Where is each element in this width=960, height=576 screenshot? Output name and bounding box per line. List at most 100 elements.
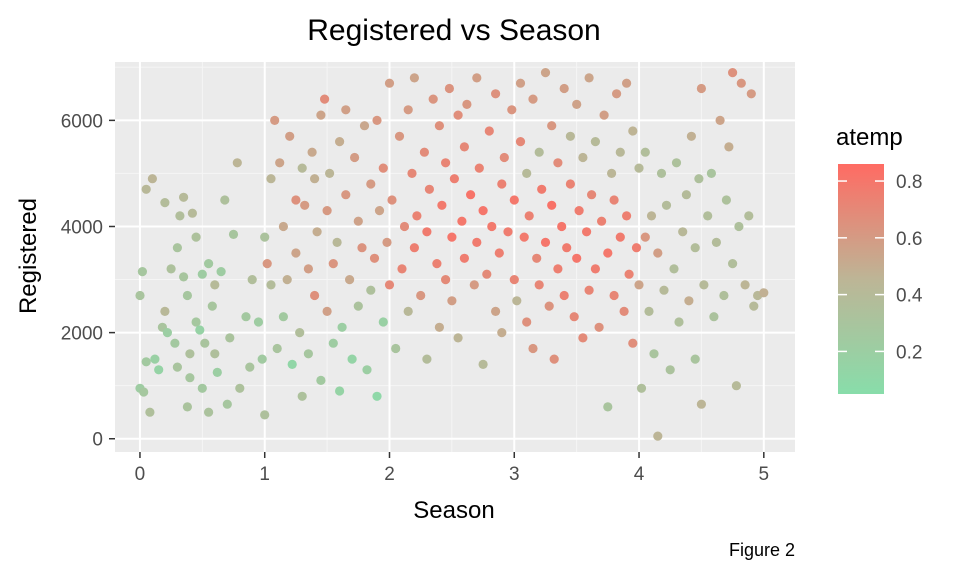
data-point [759, 288, 769, 298]
data-point [424, 184, 434, 194]
data-point [191, 232, 201, 242]
data-point [574, 206, 584, 216]
data-point [175, 211, 185, 221]
data-point [484, 126, 494, 136]
data-point [232, 158, 242, 168]
y-tick-label: 6000 [61, 111, 103, 132]
data-point [736, 78, 746, 88]
data-point [619, 306, 629, 316]
chart-title: Registered vs Season [307, 14, 601, 47]
legend-colorbar [838, 164, 884, 394]
data-point [200, 338, 210, 348]
plot-panel [115, 62, 795, 452]
data-point [590, 264, 601, 274]
x-tick-label: 5 [759, 464, 770, 485]
data-point [216, 267, 226, 277]
data-point [582, 227, 592, 237]
data-point [332, 237, 342, 247]
data-point [524, 211, 534, 221]
data-point [335, 137, 345, 147]
data-point [220, 195, 230, 205]
data-point [478, 206, 488, 216]
data-point [403, 306, 413, 316]
data-point [449, 174, 459, 184]
data-point [441, 275, 451, 285]
data-point [272, 343, 282, 354]
data-point [469, 280, 479, 290]
data-point [328, 259, 338, 269]
data-point [499, 152, 509, 163]
data-point [260, 410, 270, 420]
data-point [631, 243, 642, 253]
data-point [534, 280, 544, 290]
data-point [369, 253, 380, 263]
data-point [285, 131, 295, 141]
data-point [197, 383, 207, 393]
axis-ticks: 0 1 2 3 4 5 0 2000 4000 6000 [61, 111, 769, 485]
y-axis-title: Registered [15, 198, 42, 314]
data-point [509, 275, 519, 285]
data-point [607, 168, 617, 178]
data-point [644, 306, 654, 316]
data-point [147, 174, 157, 184]
data-point [291, 248, 301, 258]
data-point [378, 317, 388, 327]
data-point [519, 232, 529, 242]
data-point [307, 147, 317, 157]
data-point [494, 248, 504, 258]
data-point [204, 407, 214, 417]
data-point [528, 343, 538, 354]
data-point [394, 131, 405, 141]
data-point [374, 206, 385, 216]
data-point [459, 253, 469, 263]
data-point [154, 365, 164, 375]
x-tick-label: 2 [384, 464, 395, 485]
data-point [603, 248, 613, 258]
data-point [407, 168, 417, 178]
data-point [512, 296, 522, 306]
data-point [578, 333, 588, 343]
data-point [711, 237, 722, 247]
data-point [228, 229, 239, 239]
data-point [453, 110, 463, 120]
data-point [422, 354, 432, 364]
data-point [382, 237, 392, 247]
data-point [150, 354, 160, 364]
x-tick-label: 1 [259, 464, 270, 485]
data-point [649, 349, 659, 359]
data-point [303, 349, 313, 359]
data-point [615, 232, 625, 242]
data-point [509, 195, 519, 205]
data-point [328, 338, 338, 348]
data-point [634, 163, 644, 173]
data-points [135, 68, 769, 441]
data-point [422, 227, 432, 237]
data-point [185, 373, 195, 383]
legend-tick-label: 0.6 [896, 229, 922, 250]
data-point [549, 354, 559, 364]
data-point [341, 190, 351, 200]
data-point [316, 110, 326, 120]
data-point [459, 142, 469, 152]
data-point [275, 158, 285, 168]
data-point [160, 306, 170, 316]
data-point [207, 301, 217, 311]
data-point [565, 131, 576, 141]
data-point [210, 280, 220, 290]
data-point [534, 147, 544, 157]
data-point [640, 232, 650, 242]
data-point [362, 365, 372, 375]
data-point [553, 158, 563, 168]
data-point [690, 243, 700, 253]
x-axis-title: Season [413, 497, 494, 524]
data-point [624, 269, 634, 279]
data-point [347, 354, 357, 364]
data-point [372, 115, 382, 125]
data-point [597, 216, 607, 226]
data-point [372, 391, 382, 401]
data-point [728, 259, 738, 269]
data-point [731, 381, 742, 391]
data-point [187, 208, 197, 218]
data-point [391, 343, 401, 354]
data-point [341, 105, 351, 115]
